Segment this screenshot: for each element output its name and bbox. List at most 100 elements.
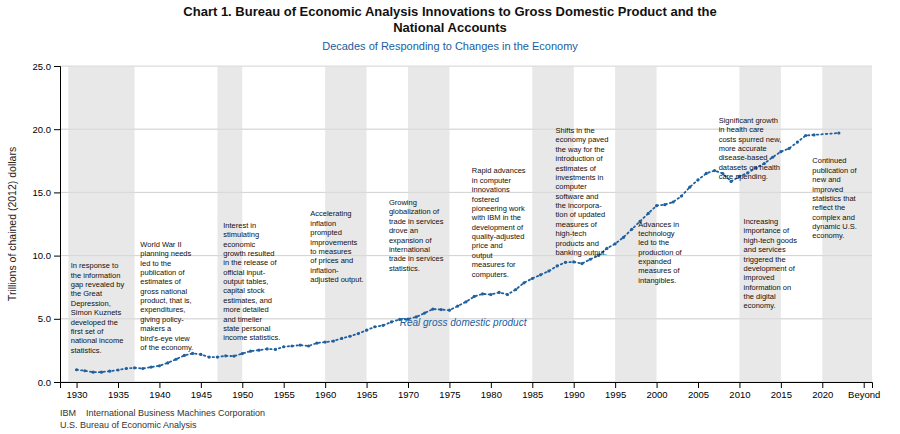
annotation-line: information on: [744, 283, 792, 292]
annotation-line: estimates, and: [223, 296, 272, 305]
annotation-line: high-tech: [555, 229, 586, 238]
annotation-line: Growing: [389, 198, 417, 207]
annotation-line: led to the: [140, 259, 171, 268]
series-marker: [266, 347, 269, 350]
series-marker: [92, 371, 95, 374]
x-tick: 2015: [771, 382, 792, 400]
y-tick-label: 5.0: [38, 313, 51, 324]
series-marker: [547, 269, 550, 272]
plot-area: [60, 66, 872, 382]
annotation-line: complex and: [812, 213, 855, 222]
annotation-line: improved: [812, 185, 843, 194]
series-marker: [456, 304, 459, 307]
series-marker: [166, 361, 169, 364]
annotation: Significant growthin health carecosts sp…: [719, 116, 782, 181]
series-marker: [257, 349, 260, 352]
x-tick-mark: [77, 382, 78, 388]
annotation-line: statistics.: [389, 264, 420, 273]
x-tick-mark: [491, 382, 492, 388]
x-tick-label: 1980: [481, 389, 502, 400]
annotation-line: intangibles.: [638, 276, 676, 285]
y-axis: 0.0 5.0 10.0 15.0 20.0 25.0: [33, 61, 61, 388]
series-marker: [688, 186, 691, 189]
y-tick-mark: [54, 319, 60, 320]
series-marker: [199, 353, 202, 356]
series-marker: [473, 295, 476, 298]
annotation-line: trade in services: [389, 254, 444, 263]
annotation-line: Significant growth: [719, 116, 778, 125]
series-marker: [158, 364, 161, 367]
series-marker: [75, 368, 78, 371]
annotation-line: output tables,: [223, 277, 268, 286]
annotation-line: gap revealed by: [71, 280, 125, 289]
annotation-line: trade in services: [389, 217, 444, 226]
annotation-line: adjusted output.: [310, 275, 363, 284]
annotation-line: and timelier: [223, 315, 262, 324]
y-tick-label: 10.0: [33, 250, 52, 261]
annotation-line: estimates of: [140, 277, 181, 286]
series-label: Real gross domestic product: [400, 317, 528, 328]
series-marker: [655, 204, 658, 207]
annotation-line: expansion of: [389, 236, 432, 245]
x-tick: 1950: [232, 382, 253, 400]
y-tick-label: 20.0: [33, 124, 52, 135]
annotation-line: in the release of: [223, 258, 277, 267]
x-tick-mark: [822, 382, 823, 388]
series-marker: [713, 169, 716, 172]
series-marker: [108, 370, 111, 373]
shaded-band: [739, 66, 780, 382]
title-line: National Accounts: [393, 20, 507, 35]
x-tick-label: 1960: [315, 389, 336, 400]
x-tick-label: 1950: [232, 389, 253, 400]
series-marker: [315, 341, 318, 344]
series-marker: [705, 172, 708, 175]
annotation: Advances intechnologyled to theproductio…: [638, 220, 682, 285]
annotation-line: bird's-eye view: [140, 334, 190, 343]
annotation-line: first set of: [71, 327, 104, 336]
series-marker: [232, 354, 235, 357]
title-line: Chart 1. Bureau of Economic Analysis Inn…: [183, 4, 716, 19]
x-tick: 1965: [357, 382, 378, 400]
series-marker: [531, 277, 534, 280]
x-tick: 1955: [274, 382, 295, 400]
series-marker: [282, 345, 285, 348]
annotation-line: gross national: [140, 287, 187, 296]
x-tick: 1940: [149, 382, 170, 400]
annotation-line: measures of: [638, 266, 680, 275]
y-tick: 0.0: [38, 377, 60, 388]
series-marker: [564, 261, 567, 264]
x-tick: 1990: [564, 382, 585, 400]
x-tick: Beyond: [848, 382, 880, 400]
series-marker: [672, 200, 675, 203]
series-marker: [539, 273, 542, 276]
x-tick-label: 2000: [647, 389, 668, 400]
series-marker: [340, 337, 343, 340]
series-marker: [348, 335, 351, 338]
annotation-line: Continued: [812, 156, 846, 165]
annotation-line: of the economy.: [140, 343, 193, 352]
y-tick-label: 15.0: [33, 187, 52, 198]
annotation-line: globalization of: [389, 207, 440, 216]
annotation: World War IIplanning needsled to thepubl…: [140, 240, 193, 352]
x-tick: 1975: [439, 382, 460, 400]
y-tick: 25.0: [33, 61, 61, 72]
y-tick: 20.0: [33, 124, 61, 135]
x-tick: 1970: [398, 382, 419, 400]
series-marker: [431, 307, 434, 310]
annotation-line: Advances in: [638, 220, 679, 229]
annotation-line: the digital: [744, 292, 776, 301]
series-marker: [125, 367, 128, 370]
x-tick: 1980: [481, 382, 502, 400]
x-tick-label: 2015: [771, 389, 792, 400]
series-marker: [290, 344, 293, 347]
series-line: [77, 133, 839, 372]
series-marker: [183, 354, 186, 357]
series-marker: [589, 258, 592, 261]
y-tick-mark: [54, 129, 60, 130]
series-marker: [216, 355, 219, 358]
series-marker: [249, 350, 252, 353]
annotation-line: with IBM in the: [471, 213, 521, 222]
series-marker: [837, 131, 840, 134]
x-tick-mark: [574, 382, 575, 388]
annotation-line: economy.: [744, 301, 776, 310]
